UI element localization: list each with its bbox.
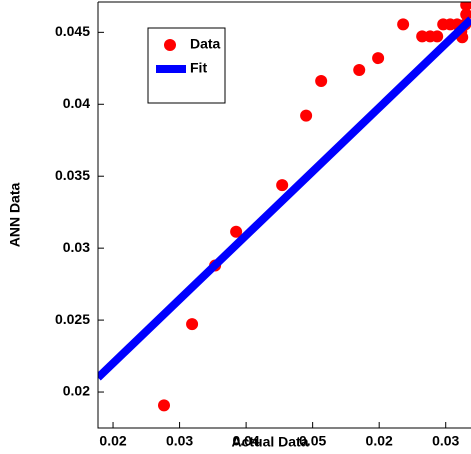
x-tick-label: 0.05 xyxy=(299,433,326,449)
data-point xyxy=(353,64,366,77)
x-axis-label: Actual Data xyxy=(231,434,308,450)
data-point xyxy=(397,18,410,31)
y-tick-label: 0.02 xyxy=(63,383,90,399)
y-tick-label: 0.025 xyxy=(55,311,90,327)
x-tick-label: 0.03 xyxy=(432,433,459,449)
y-axis-label: ANN Data xyxy=(7,183,23,248)
data-point xyxy=(431,30,444,43)
legend-label: Data xyxy=(190,36,221,52)
y-tick-label: 0.035 xyxy=(55,167,90,183)
data-point xyxy=(230,225,243,238)
data-point xyxy=(315,74,328,87)
axis-frame xyxy=(97,2,471,429)
x-tick-label: 0.02 xyxy=(99,433,126,449)
y-tick-label: 0.045 xyxy=(55,23,90,39)
data-point xyxy=(276,179,289,192)
data-point xyxy=(300,109,313,122)
y-tick-label: 0.03 xyxy=(63,239,90,255)
data-point xyxy=(460,2,471,11)
data-point xyxy=(158,399,171,412)
plot-area xyxy=(98,2,471,412)
legend: Data Fit xyxy=(147,27,226,104)
fit-line xyxy=(98,16,471,381)
legend-label: Fit xyxy=(190,60,207,76)
legend-marker xyxy=(164,39,176,51)
x-tick-label: 0.02 xyxy=(366,433,393,449)
x-tick-label: 0.03 xyxy=(166,433,193,449)
data-point xyxy=(186,318,199,331)
data-point xyxy=(372,52,385,65)
x-tick-label: 0.04 xyxy=(232,433,259,449)
y-tick-label: 0.04 xyxy=(63,95,90,111)
